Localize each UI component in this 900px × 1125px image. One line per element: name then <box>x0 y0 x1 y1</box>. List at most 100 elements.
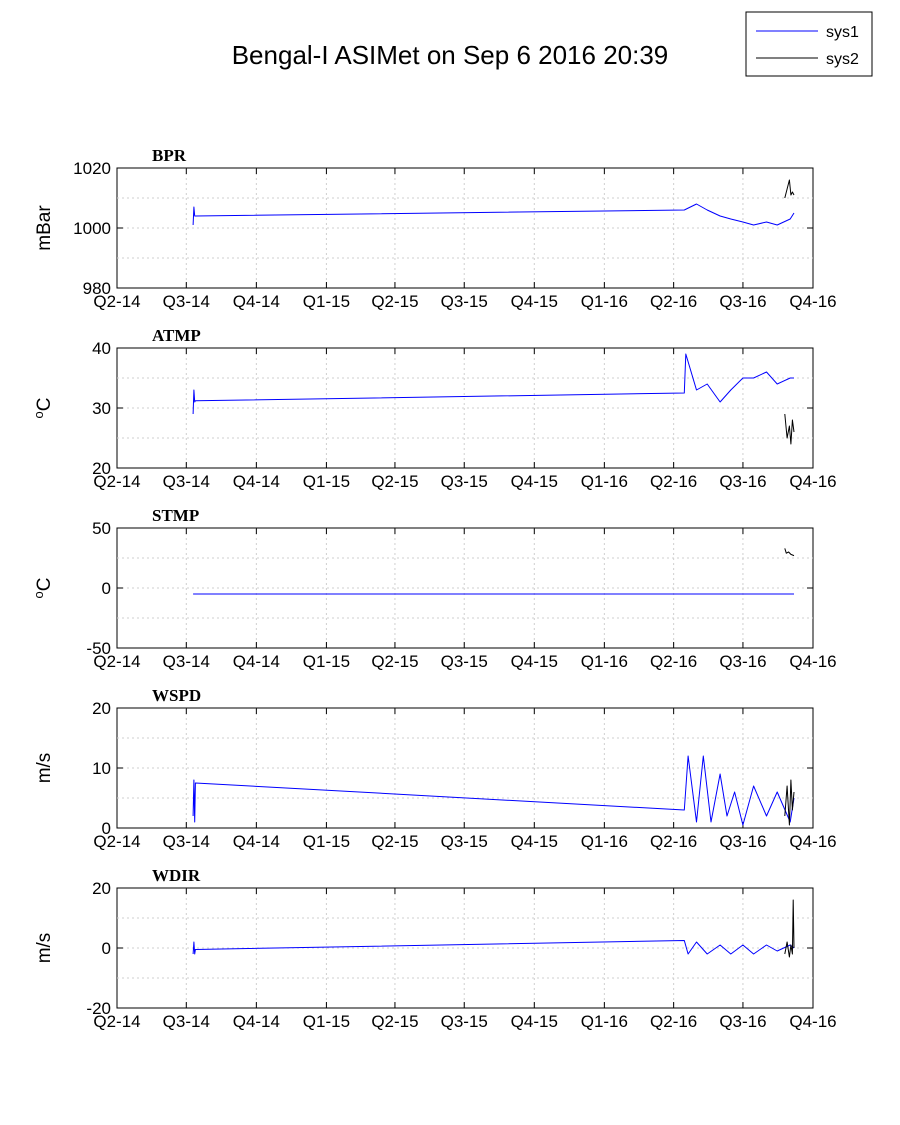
x-tick-label: Q4-14 <box>233 652 280 671</box>
x-tick-label: Q4-16 <box>789 832 836 851</box>
y-axis-label: oC <box>31 398 55 419</box>
y-axis-label: mBar <box>34 205 55 251</box>
x-tick-label: Q4-15 <box>511 1012 558 1031</box>
x-tick-label: Q3-14 <box>163 292 210 311</box>
y-tick-label: 0 <box>102 819 111 838</box>
y-axis-label: m/s <box>34 933 55 964</box>
subplot-bpr: Q2-14 Q3-14 Q4-14 Q1-15 Q2-15 Q3-15 Q4-15 Q1-16… <box>34 146 837 311</box>
subplot-title: ATMP <box>152 326 201 345</box>
series-line-sys1 <box>192 940 795 955</box>
x-tick-label: Q4-15 <box>511 652 558 671</box>
x-tick-label: Q3-14 <box>163 472 210 491</box>
x-tick-label: Q2-16 <box>650 652 697 671</box>
x-tick-label: Q4-14 <box>233 472 280 491</box>
series-line-sys1 <box>192 353 794 415</box>
x-tick-label: Q2-15 <box>371 832 418 851</box>
y-tick-label: 1000 <box>73 219 111 238</box>
x-tick-label: Q2-14 <box>93 1012 140 1031</box>
x-tick-label: Q4-16 <box>789 472 836 491</box>
x-tick-label: Q4-14 <box>233 292 280 311</box>
subplot-atmp: Q2-14 Q3-14 Q4-14 Q1-15 Q2-15 Q3-15 Q4-15 Q1-16… <box>31 326 837 491</box>
x-tick-label: Q2-14 <box>93 652 140 671</box>
y-tick-label: 50 <box>92 519 111 538</box>
subplot-title: BPR <box>152 146 187 165</box>
legend-box <box>745 11 873 77</box>
y-tick-label: -50 <box>86 639 111 658</box>
x-tick-label: Q3-15 <box>441 292 488 311</box>
x-tick-label: Q2-15 <box>371 652 418 671</box>
x-tick-label: Q3-15 <box>441 472 488 491</box>
y-tick-label: 1020 <box>73 159 111 178</box>
x-tick-label: Q2-15 <box>371 292 418 311</box>
x-tick-label: Q2-14 <box>93 472 140 491</box>
subplot-title: WDIR <box>152 866 201 885</box>
y-axis-label: oC <box>31 578 55 599</box>
subplot-group: Q2-14 Q3-14 Q4-14 Q1-15 Q2-15 Q3-15 Q4-15 Q1-16… <box>31 146 837 1031</box>
series-line-sys2 <box>784 548 795 557</box>
y-tick-label: 20 <box>92 879 111 898</box>
subplot-title: STMP <box>152 506 199 525</box>
series-line-sys2 <box>784 179 795 199</box>
x-tick-label: Q4-15 <box>511 292 558 311</box>
x-tick-label: Q1-15 <box>303 832 350 851</box>
x-tick-label: Q2-16 <box>650 292 697 311</box>
subplot-wspd: Q2-14 Q3-14 Q4-14 Q1-15 Q2-15 Q3-15 Q4-15 Q1-16… <box>34 686 837 851</box>
x-tick-label: Q3-14 <box>163 832 210 851</box>
series-line-sys2 <box>784 413 795 445</box>
legend-label-sys2: sys2 <box>826 51 859 68</box>
x-tick-label: Q1-16 <box>581 652 628 671</box>
x-tick-label: Q4-16 <box>789 292 836 311</box>
x-tick-label: Q3-15 <box>441 1012 488 1031</box>
x-tick-label: Q3-15 <box>441 652 488 671</box>
x-tick-label: Q3-15 <box>441 832 488 851</box>
x-tick-label: Q3-14 <box>163 652 210 671</box>
x-tick-label: Q1-16 <box>581 472 628 491</box>
y-tick-label: 30 <box>92 399 111 418</box>
legend: sys1 sys2 <box>745 11 873 77</box>
figure-title: Bengal-I ASIMet on Sep 6 2016 20:39 <box>232 40 669 70</box>
y-tick-label: 20 <box>92 459 111 478</box>
x-tick-label: Q2-14 <box>93 292 140 311</box>
x-tick-label: Q4-16 <box>789 1012 836 1031</box>
series-line-sys1 <box>192 755 795 826</box>
x-tick-label: Q4-15 <box>511 472 558 491</box>
y-tick-label: -20 <box>86 999 111 1018</box>
x-tick-label: Q2-16 <box>650 472 697 491</box>
x-tick-label: Q4-14 <box>233 1012 280 1031</box>
x-tick-label: Q2-15 <box>371 472 418 491</box>
x-tick-label: Q3-16 <box>719 652 766 671</box>
x-tick-label: Q1-16 <box>581 832 628 851</box>
x-tick-label: Q3-16 <box>719 1012 766 1031</box>
series-line-sys1 <box>192 203 795 226</box>
legend-label-sys1: sys1 <box>826 24 859 41</box>
subplot-wdir: Q2-14 Q3-14 Q4-14 Q1-15 Q2-15 Q3-15 Q4-15 Q1-16… <box>34 866 837 1031</box>
x-tick-label: Q1-15 <box>303 652 350 671</box>
series-line-sys2 <box>784 899 795 958</box>
y-tick-label: 10 <box>92 759 111 778</box>
y-axis-label: m/s <box>34 753 55 784</box>
x-tick-label: Q3-16 <box>719 472 766 491</box>
y-tick-label: 0 <box>102 579 111 598</box>
x-tick-label: Q1-15 <box>303 472 350 491</box>
x-tick-label: Q4-15 <box>511 832 558 851</box>
x-tick-label: Q3-16 <box>719 832 766 851</box>
x-tick-label: Q2-16 <box>650 1012 697 1031</box>
x-tick-label: Q3-14 <box>163 1012 210 1031</box>
y-tick-label: 0 <box>102 939 111 958</box>
x-tick-label: Q2-16 <box>650 832 697 851</box>
x-tick-label: Q4-14 <box>233 832 280 851</box>
subplot-stmp: Q2-14 Q3-14 Q4-14 Q1-15 Q2-15 Q3-15 Q4-15 Q1-16… <box>31 506 837 671</box>
x-tick-label: Q2-15 <box>371 1012 418 1031</box>
x-tick-label: Q2-14 <box>93 832 140 851</box>
x-tick-label: Q1-16 <box>581 1012 628 1031</box>
subplot-title: WSPD <box>152 686 201 705</box>
y-tick-label: 980 <box>83 279 111 298</box>
x-tick-label: Q1-15 <box>303 1012 350 1031</box>
x-tick-label: Q4-16 <box>789 652 836 671</box>
y-tick-label: 20 <box>92 699 111 718</box>
y-tick-label: 40 <box>92 339 111 358</box>
x-tick-label: Q3-16 <box>719 292 766 311</box>
x-tick-label: Q1-15 <box>303 292 350 311</box>
x-tick-label: Q1-16 <box>581 292 628 311</box>
